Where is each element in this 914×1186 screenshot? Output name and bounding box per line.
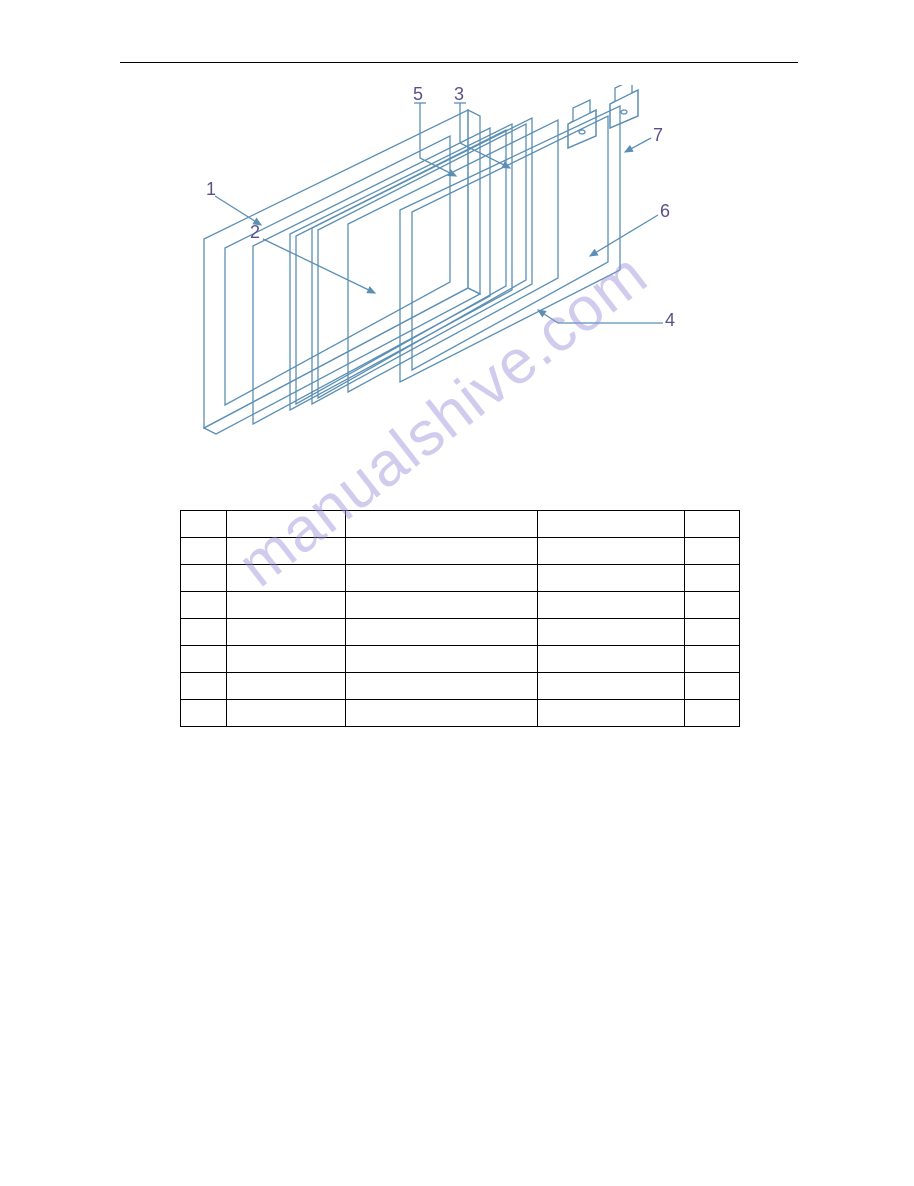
table-cell [181,511,227,538]
panel-1-outer-frame [204,110,480,434]
callout-label-7: 7 [653,125,663,146]
table-cell [226,538,345,565]
table-cell [685,700,740,727]
table-cell [181,592,227,619]
table-cell [685,673,740,700]
table-cell [226,619,345,646]
callout-label-3: 3 [454,84,464,105]
table-row [181,700,740,727]
page: 1253764 manualshive.com [0,0,914,1186]
panel-6-back-frame [400,106,620,382]
table-row [181,538,740,565]
table-cell [181,619,227,646]
table-cell [345,619,538,646]
table-row [181,619,740,646]
table-cell [345,700,538,727]
table-cell [685,538,740,565]
parts-table [180,510,740,727]
table-cell [181,673,227,700]
callout-line-4 [538,310,663,323]
table-cell [685,646,740,673]
table-row [181,673,740,700]
table-cell [226,700,345,727]
table-cell [226,565,345,592]
table-row [181,565,740,592]
table-cell [538,592,685,619]
table-cell [538,646,685,673]
header-rule [120,62,798,63]
table-cell [345,538,538,565]
table-cell [181,565,227,592]
table-cell [685,511,740,538]
table-cell [345,673,538,700]
table-cell [538,511,685,538]
table-cell [345,592,538,619]
table-cell [345,511,538,538]
callout-label-2: 2 [250,222,260,243]
table-cell [181,646,227,673]
table-row [181,646,740,673]
table-cell [226,646,345,673]
table-cell [345,565,538,592]
table-cell [538,700,685,727]
table-cell [345,646,538,673]
callout-line-2 [263,239,375,293]
callout-label-6: 6 [660,201,670,222]
table-cell [181,538,227,565]
table-cell [538,619,685,646]
callout-line-6 [590,215,658,256]
table-cell [181,700,227,727]
bracket-right [610,85,638,128]
table-cell [685,565,740,592]
table-cell [538,538,685,565]
callout-line-7 [625,138,651,152]
table-cell [226,511,345,538]
table-cell [226,592,345,619]
table-cell [538,565,685,592]
table-cell [685,619,740,646]
table-row [181,511,740,538]
callout-line-1 [215,196,261,225]
table-cell [538,673,685,700]
table-cell [685,592,740,619]
table-row [181,592,740,619]
callout-label-1: 1 [206,179,216,200]
panel-3-thin-frame [312,118,532,404]
panel-5-thin-frame [290,124,512,410]
callout-label-5: 5 [413,84,423,105]
table-cell [226,673,345,700]
callout-label-4: 4 [665,310,675,331]
